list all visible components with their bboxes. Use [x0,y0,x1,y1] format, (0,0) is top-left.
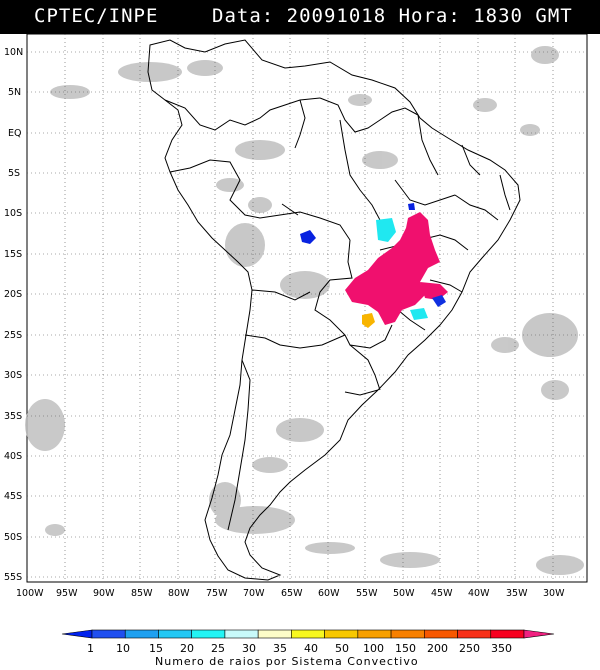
colorbar-segment [357,629,392,639]
colorbar-segment [424,629,458,639]
colorbar-tick: 40 [304,642,318,655]
datetime-label: Data: 20091018 Hora: 1830 GMT [212,5,573,27]
cyan-system-area [376,218,396,242]
colorbar-ticks: 1 10 15 20 25 30 35 40 50 100 150 200 25… [87,642,512,655]
colorbar-tick: 100 [363,642,384,655]
lat-label: 10N [4,47,23,58]
lon-label: 95W [56,588,78,599]
colorbar-segment [224,629,259,639]
colorbar-tick: 350 [491,642,512,655]
lat-label: 30S [4,370,22,381]
colorbar-tick: 1 [87,642,94,655]
colorbar-segment [257,629,292,639]
lon-label: 45W [431,588,453,599]
lat-label: 45S [4,491,22,502]
colorbar-segment [523,629,555,639]
lat-label: 5N [8,87,21,98]
lat-labels: 10N 5N EQ 5S 10S 15S 20S 25S 30S 35S 40S… [4,47,23,583]
colorbar-tick: 35 [273,642,287,655]
colorbar-segment [61,629,93,639]
convective-systems [300,203,448,328]
lon-label: 80W [168,588,190,599]
lat-lon-grid [27,34,587,582]
lon-label: 90W [93,588,115,599]
colorbar-segment [191,629,226,639]
colorbar-segment [91,629,126,639]
colorbar-tick: 10 [116,642,130,655]
lat-label: 50S [4,532,22,543]
colorbar-segment [490,629,525,639]
lon-label: 50W [393,588,415,599]
colorbar-segment [158,629,192,639]
cyan-system-small [410,308,428,320]
colorbar-segment [324,629,359,639]
colorbar-tick: 200 [427,642,448,655]
colorbar-segment [291,629,325,639]
colorbar-tick: 250 [459,642,480,655]
lon-label: 40W [468,588,490,599]
lon-label: 55W [356,588,378,599]
lon-label: 30W [543,588,565,599]
colorbar-tick: 50 [335,642,349,655]
lat-label: 25S [4,330,22,341]
large-system-area [345,212,440,325]
map-frame [26,34,588,583]
lightning-map: 10N 5N EQ 5S 10S 15S 20S 25S 30S 35S 40S… [4,34,588,668]
lat-label: 15S [4,249,22,260]
cloud-cover [25,46,584,575]
colorbar-title: Numero de raios por Sistema Convectivo [155,655,419,668]
source-label: CPTEC/INPE [34,5,159,27]
lat-label: 10S [4,208,22,219]
lat-label: 55S [4,572,22,583]
blue-system-west [300,230,316,244]
lon-label: 85W [131,588,153,599]
colorbar [61,629,555,639]
lon-label: 70W [243,588,265,599]
colorbar-tick: 30 [242,642,256,655]
colorbar-tick: 15 [149,642,163,655]
blue-system-east [432,295,446,307]
lat-label: 5S [8,168,20,179]
lat-label: EQ [8,128,21,139]
lon-label: 60W [318,588,340,599]
blue-system-north [408,203,415,210]
lon-label: 35W [506,588,528,599]
colorbar-tick: 150 [395,642,416,655]
colorbar-tick: 25 [211,642,225,655]
colorbar-segment [124,629,159,639]
lat-label: 35S [4,411,22,422]
colorbar-segment [457,629,492,639]
lon-label: 75W [206,588,228,599]
lon-labels: 100W 95W 90W 85W 80W 75W 70W 65W 60W 55W… [16,588,565,599]
lat-label: 40S [4,451,22,462]
orange-system-area [362,313,375,328]
colorbar-tick: 20 [180,642,194,655]
header-bar: CPTEC/INPE Data: 20091018 Hora: 1830 GMT [0,0,600,34]
lon-label: 65W [281,588,303,599]
continent-outline [147,39,521,581]
lon-label: 100W [16,588,44,599]
lat-label: 20S [4,289,22,300]
colorbar-segment [390,629,425,639]
